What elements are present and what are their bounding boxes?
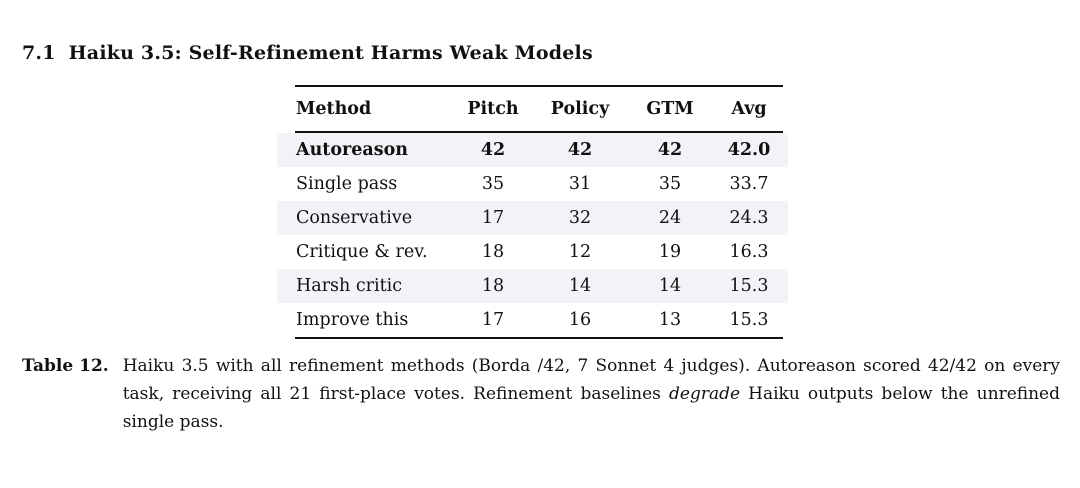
table-row-autoreason: Autoreason 42 42 42 42.0 [277, 132, 788, 167]
avg-cell: 24.3 [729, 207, 769, 228]
table-row-improve-this: Improve this 17 16 13 15.3 [277, 303, 788, 337]
table-header-rule [295, 131, 783, 133]
caption-italic-word: degrade [669, 384, 741, 404]
column-header-pitch: Pitch [467, 99, 519, 120]
table-row-harsh-critic: Harsh critic 18 14 14 15.3 [277, 268, 788, 303]
avg-cell: 42.0 [727, 139, 771, 160]
avg-cell: 16.3 [729, 241, 769, 262]
pitch-cell: 17 [481, 309, 505, 330]
section-title: Haiku 3.5: Self-Refinement Harms Weak Mo… [68, 41, 593, 64]
method-cell: Critique & rev. [296, 241, 428, 262]
pitch-cell: 35 [481, 173, 505, 194]
pitch-cell: 42 [480, 139, 506, 160]
column-header-policy: Policy [550, 99, 610, 120]
gtm-cell: 14 [658, 275, 682, 296]
table-top-rule [295, 85, 783, 88]
gtm-cell: 35 [658, 173, 682, 194]
method-cell: Single pass [296, 173, 398, 194]
column-header-avg: Avg [731, 99, 767, 120]
policy-cell: 31 [568, 173, 592, 194]
method-cell: Conservative [296, 207, 413, 228]
policy-cell: 16 [568, 309, 592, 330]
method-cell: Harsh critic [296, 275, 403, 296]
pitch-cell: 18 [481, 275, 505, 296]
policy-cell: 42 [567, 139, 593, 160]
avg-cell: 15.3 [729, 275, 769, 296]
avg-cell: 33.7 [729, 173, 769, 194]
caption-label: Table 12. [22, 356, 109, 376]
gtm-cell: 13 [658, 309, 682, 330]
results-table: Method Pitch Policy GTM Avg Autoreason 4… [277, 85, 788, 340]
table-row-single-pass: Single pass 35 31 35 33.7 [277, 167, 788, 201]
column-header-gtm: GTM [646, 99, 694, 120]
method-cell: Improve this [296, 309, 409, 330]
table-caption: Table 12. Haiku 3.5 with all refinement … [22, 352, 1060, 436]
table-header-row: Method Pitch Policy GTM Avg [277, 87, 788, 131]
pitch-cell: 18 [481, 241, 505, 262]
method-cell: Autoreason [296, 139, 408, 160]
section-number: 7.1 [22, 41, 56, 64]
section-heading: 7.1 Haiku 3.5: Self-Refinement Harms Weak… [22, 42, 593, 64]
table-row-conservative: Conservative 17 32 24 24.3 [277, 200, 788, 235]
table-bottom-rule [295, 336, 783, 340]
gtm-cell: 24 [658, 207, 682, 228]
policy-cell: 12 [568, 241, 592, 262]
caption-text: Haiku 3.5 with all refinement methods (B… [123, 352, 1060, 436]
caption-text-before: Haiku 3.5 with all refinement methods (B… [122, 356, 1060, 404]
avg-cell: 15.3 [729, 309, 769, 330]
caption-text-after: Haiku outputs below the unrefined single… [122, 384, 1060, 432]
policy-cell: 14 [568, 275, 592, 296]
column-header-method: Method [296, 99, 372, 120]
policy-cell: 32 [568, 207, 592, 228]
gtm-cell: 19 [658, 241, 682, 262]
table-row-critique-rev: Critique & rev. 18 12 19 16.3 [277, 235, 788, 269]
pitch-cell: 17 [481, 207, 505, 228]
gtm-cell: 42 [657, 139, 683, 160]
